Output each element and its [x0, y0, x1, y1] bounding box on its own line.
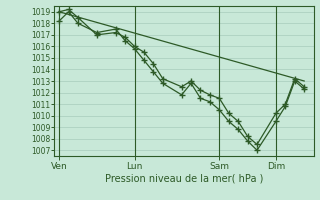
X-axis label: Pression niveau de la mer( hPa ): Pression niveau de la mer( hPa )	[105, 173, 263, 183]
